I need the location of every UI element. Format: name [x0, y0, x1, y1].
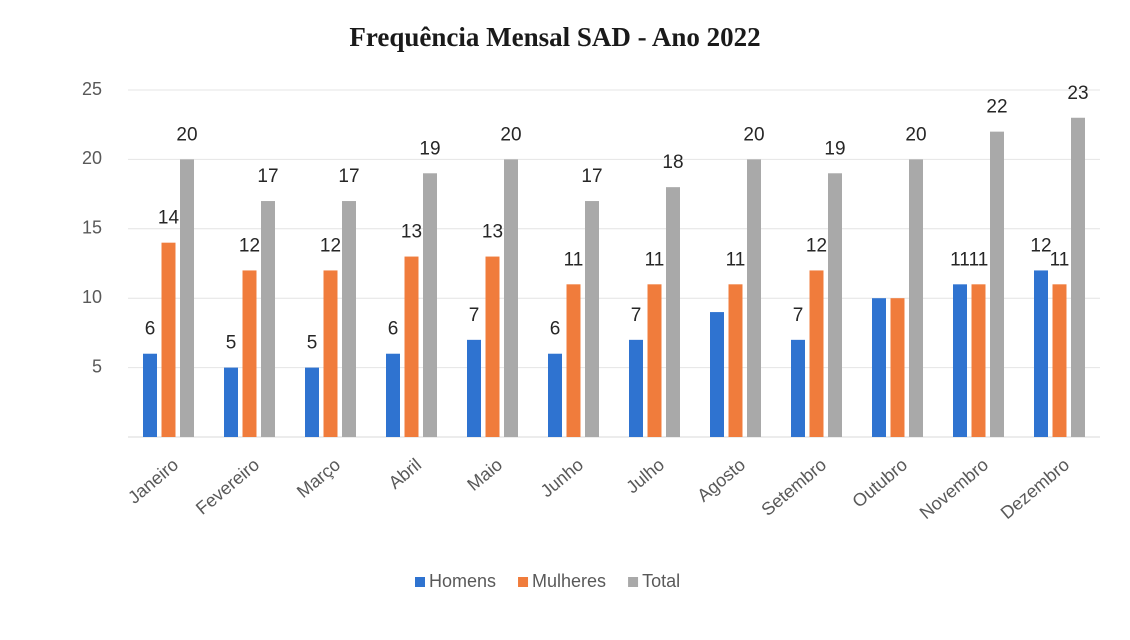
bar: [261, 201, 275, 437]
x-tick-label: Março: [293, 454, 344, 501]
bar: [323, 270, 338, 437]
y-tick-label: 20: [82, 148, 102, 168]
data-label: 17: [257, 166, 278, 187]
data-label: 12: [806, 235, 827, 256]
data-label: 20: [500, 124, 521, 145]
bar: [485, 256, 500, 437]
data-label: 12: [320, 235, 341, 256]
bar: [504, 159, 518, 437]
data-label: 20: [176, 124, 197, 145]
data-label: 22: [986, 97, 1007, 118]
bar: [809, 270, 824, 437]
bar: [423, 173, 437, 437]
data-label: 12: [1030, 235, 1051, 256]
bar: [566, 284, 581, 437]
bar: [342, 201, 356, 437]
bar: [224, 367, 238, 437]
bar: [386, 353, 400, 437]
data-label: 7: [469, 305, 480, 326]
x-tick-label: Maio: [463, 454, 506, 494]
bar: [305, 367, 319, 437]
y-tick-label: 5: [92, 356, 102, 376]
bar: [161, 242, 176, 437]
bar: [629, 339, 643, 437]
legend-swatch: [415, 577, 425, 587]
data-label: 6: [388, 319, 399, 340]
data-label: 20: [743, 124, 764, 145]
data-label: 17: [581, 166, 602, 187]
bar: [953, 284, 967, 437]
chart-title: Frequência Mensal SAD - Ano 2022: [349, 22, 760, 52]
bar: [747, 159, 761, 437]
bar: [585, 201, 599, 437]
y-tick-label: 25: [82, 79, 102, 99]
data-label: 5: [307, 333, 318, 354]
x-tick-label: Junho: [537, 454, 587, 501]
x-tick-label: Setembro: [757, 454, 830, 519]
bar: [791, 339, 805, 437]
bar: [1071, 117, 1085, 437]
data-label: 6: [145, 319, 156, 340]
bar: [728, 284, 743, 437]
bar: [404, 256, 419, 437]
x-tick-label: Outubro: [848, 454, 911, 511]
data-label: 7: [793, 305, 804, 326]
x-tick-label: Agosto: [693, 454, 749, 505]
data-label: 12: [239, 235, 260, 256]
bar: [710, 312, 724, 437]
bar: [872, 298, 886, 437]
legend-label: Homens: [429, 571, 496, 591]
data-label: 11: [564, 249, 584, 270]
x-tick-label: Janeiro: [124, 454, 182, 507]
data-label: 6: [550, 319, 561, 340]
data-label: 17: [338, 166, 359, 187]
bar: [971, 284, 986, 437]
data-label: 19: [419, 138, 440, 159]
data-label: 13: [482, 222, 503, 243]
x-tick-label: Dezembro: [997, 454, 1073, 523]
bar: [666, 187, 680, 437]
data-label: 14: [158, 208, 180, 229]
data-label: 11: [969, 249, 989, 270]
bar: [1052, 284, 1067, 437]
bar: [647, 284, 662, 437]
bar: [242, 270, 257, 437]
data-label: 7: [631, 305, 642, 326]
bar: [909, 159, 923, 437]
data-label: 23: [1067, 83, 1088, 104]
x-tick-label: Julho: [622, 454, 668, 497]
data-label: 5: [226, 333, 237, 354]
data-label: 18: [662, 152, 683, 173]
bar: [990, 131, 1004, 437]
data-label: 13: [401, 222, 422, 243]
bar: [467, 339, 481, 437]
legend-swatch: [518, 577, 529, 587]
y-tick-label: 15: [82, 218, 102, 238]
x-tick-label: Fevereiro: [192, 454, 263, 518]
data-label: 20: [905, 124, 926, 145]
bar: [890, 298, 905, 437]
bar: [1034, 270, 1048, 437]
legend-label: Mulheres: [532, 571, 606, 591]
data-label: 11: [1050, 249, 1070, 270]
x-tick-label: Novembro: [916, 454, 992, 523]
legend-label: Total: [642, 571, 680, 591]
bar: [548, 353, 562, 437]
x-tick-label: Abril: [385, 454, 425, 492]
bar: [143, 353, 157, 437]
data-label: 11: [645, 249, 665, 270]
bar: [828, 173, 842, 437]
bar: [180, 159, 194, 437]
y-tick-label: 10: [82, 287, 102, 307]
data-label: 11: [950, 249, 970, 270]
data-label: 19: [824, 138, 845, 159]
data-label: 11: [726, 249, 746, 270]
legend-swatch: [628, 577, 639, 587]
